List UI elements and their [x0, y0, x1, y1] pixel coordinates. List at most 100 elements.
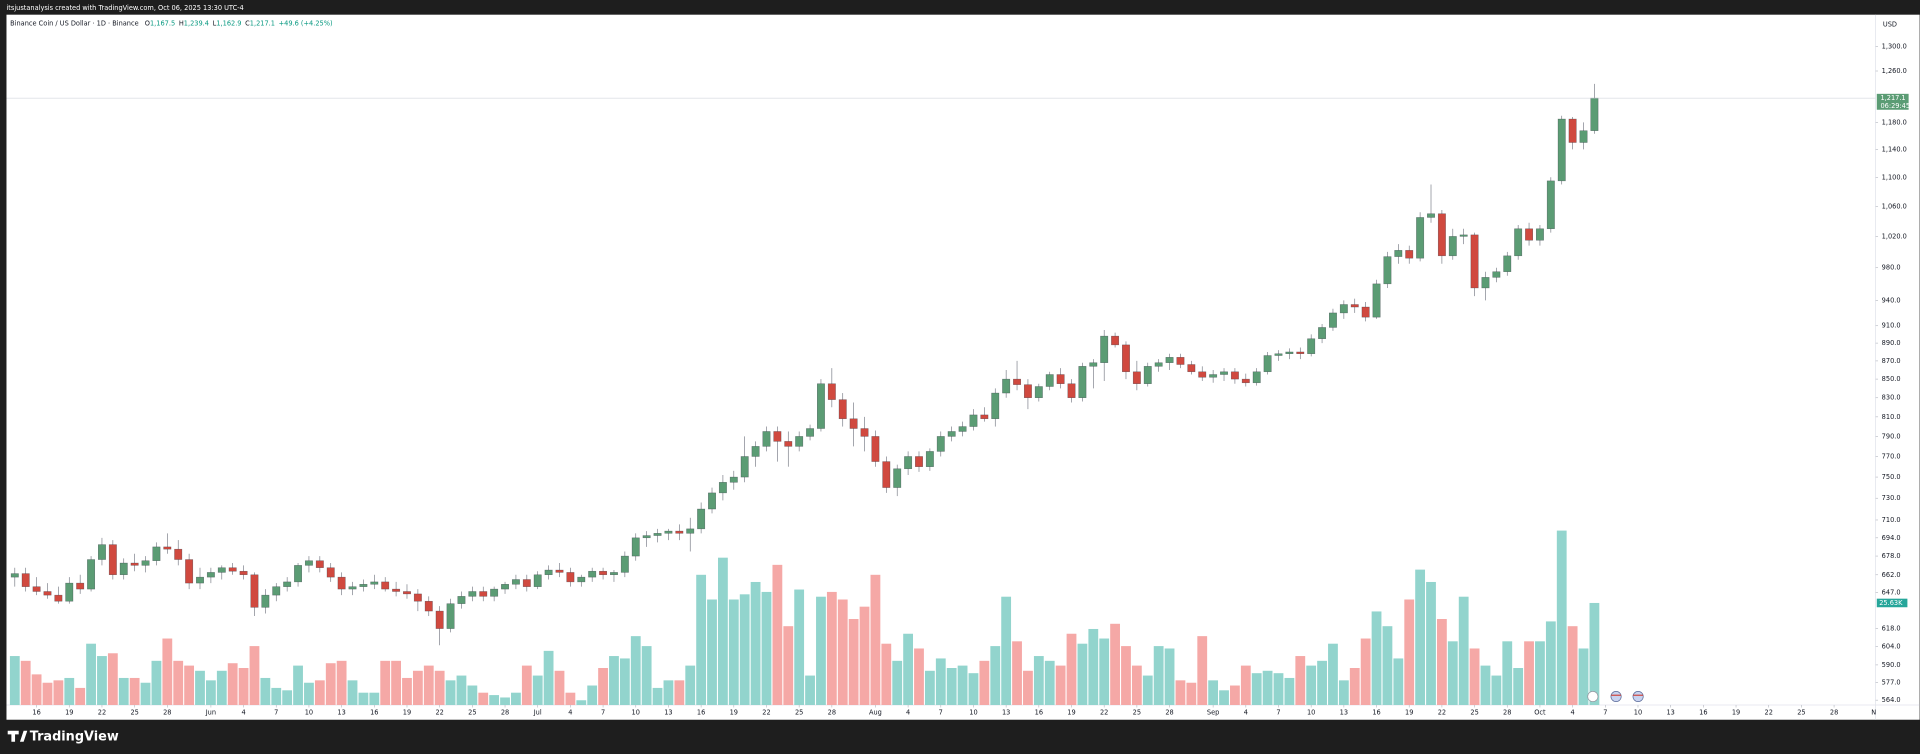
- candle-body: [1274, 353, 1283, 356]
- volume-bar: [1556, 530, 1567, 706]
- candle-body: [827, 383, 836, 400]
- x-tick-label: 13: [1002, 708, 1010, 716]
- candle-body: [501, 584, 509, 590]
- candle-body: [1285, 351, 1294, 354]
- candle-body: [174, 548, 183, 560]
- candle-body: [642, 535, 651, 539]
- x-tick-label: 25: [1797, 708, 1805, 716]
- last-price-label: 1,217.1: [1880, 94, 1905, 102]
- candle-body: [1405, 250, 1414, 259]
- candle-body: [980, 414, 989, 420]
- brand-logo[interactable]: TradingView: [7, 729, 119, 744]
- candle-body: [675, 530, 684, 534]
- candle-body: [424, 600, 433, 612]
- candle-body: [599, 570, 608, 576]
- candle-body: [773, 431, 782, 442]
- candle-body: [631, 537, 640, 557]
- volume-bar: [325, 663, 336, 706]
- candle-body: [1078, 366, 1087, 398]
- candle-body: [76, 582, 85, 590]
- volume-bar: [1317, 660, 1327, 706]
- volume-bar: [587, 685, 598, 706]
- x-tick-label: 13: [1666, 708, 1674, 716]
- volume-bar: [1589, 602, 1600, 706]
- candle-body: [555, 569, 564, 573]
- y-tick-label: 1,020.0: [1882, 232, 1907, 240]
- x-tick-label: 22: [762, 708, 770, 716]
- volume-bar: [598, 667, 608, 706]
- candle-body: [751, 446, 760, 457]
- candle-body: [806, 428, 815, 437]
- candle-body: [1448, 236, 1457, 257]
- volume-bar: [663, 680, 674, 706]
- volume-bar: [293, 665, 303, 706]
- volume-bar: [674, 680, 685, 706]
- y-tick-label: 1,300.0: [1882, 43, 1907, 51]
- y-tick-label: 662.0: [1882, 571, 1901, 579]
- x-tick-label: 22: [435, 708, 443, 716]
- volume-bar: [914, 648, 924, 706]
- candle-body: [1089, 362, 1098, 367]
- candle-body: [468, 591, 477, 597]
- volume-label: 25.63K: [1879, 599, 1903, 607]
- y-tick-label: 1,180.0: [1882, 118, 1907, 126]
- candle-body: [1416, 217, 1425, 259]
- volume-bar: [1404, 599, 1415, 706]
- y-tick-label: 790.0: [1882, 432, 1901, 440]
- candle-layer: [6, 83, 1876, 646]
- x-tick-label: 7: [601, 708, 605, 716]
- candle-body: [610, 572, 618, 576]
- x-tick-label: 10: [1307, 708, 1315, 716]
- candle-body: [1241, 378, 1250, 384]
- x-tick-label: 4: [1244, 708, 1248, 716]
- candle-body: [130, 562, 139, 566]
- volume-bar: [64, 677, 75, 706]
- x-tick-label: 19: [1067, 708, 1075, 716]
- candle-body: [1263, 355, 1272, 373]
- legend-value: 1,217.1: [250, 19, 275, 27]
- x-tick-label: 13: [1340, 708, 1348, 716]
- candle-body: [784, 441, 793, 447]
- x-tick-label: 7: [939, 708, 943, 716]
- x-tick-label: 10: [1634, 708, 1642, 716]
- candle-body: [392, 588, 401, 592]
- candle-body: [1525, 228, 1533, 241]
- volume-bar: [216, 670, 227, 706]
- candle-body: [577, 576, 586, 583]
- candle-body: [98, 544, 106, 560]
- x-tick-label: 4: [241, 708, 245, 716]
- candle-body: [413, 593, 422, 602]
- y-tick-label: 1,140.0: [1882, 145, 1907, 153]
- candle-body: [1122, 344, 1130, 373]
- volume-bar: [1240, 665, 1251, 706]
- volume-bar: [1393, 658, 1404, 706]
- volume-bar: [260, 677, 271, 706]
- volume-bar: [500, 697, 510, 706]
- volume-bar: [652, 687, 663, 706]
- x-tick-label: 19: [730, 708, 738, 716]
- event-icon[interactable]: [1587, 690, 1599, 702]
- x-tick-label: 7: [274, 708, 278, 716]
- volume-bar: [881, 643, 892, 706]
- volume-bar: [957, 665, 968, 706]
- volume-bar: [1251, 673, 1262, 706]
- volume-bar: [1219, 690, 1229, 706]
- volume-bar: [924, 670, 935, 706]
- candle-body: [1034, 386, 1043, 398]
- event-icon[interactable]: [1610, 690, 1622, 702]
- event-icon[interactable]: [1632, 690, 1644, 702]
- legend: Binance Coin / US Dollar · 1D · Binance O…: [10, 19, 332, 27]
- candle-body: [1329, 312, 1337, 328]
- candle-body: [653, 533, 662, 536]
- volume-badge: [1876, 598, 1908, 608]
- candle-body: [185, 559, 194, 584]
- y-tick-label: 940.0: [1882, 296, 1901, 304]
- last-price-badge: [1876, 93, 1909, 110]
- volume-bar: [1044, 660, 1055, 706]
- volume-bar: [718, 557, 728, 706]
- candle-body: [925, 451, 934, 467]
- volume-bar: [1306, 665, 1317, 706]
- candle-body: [32, 586, 41, 592]
